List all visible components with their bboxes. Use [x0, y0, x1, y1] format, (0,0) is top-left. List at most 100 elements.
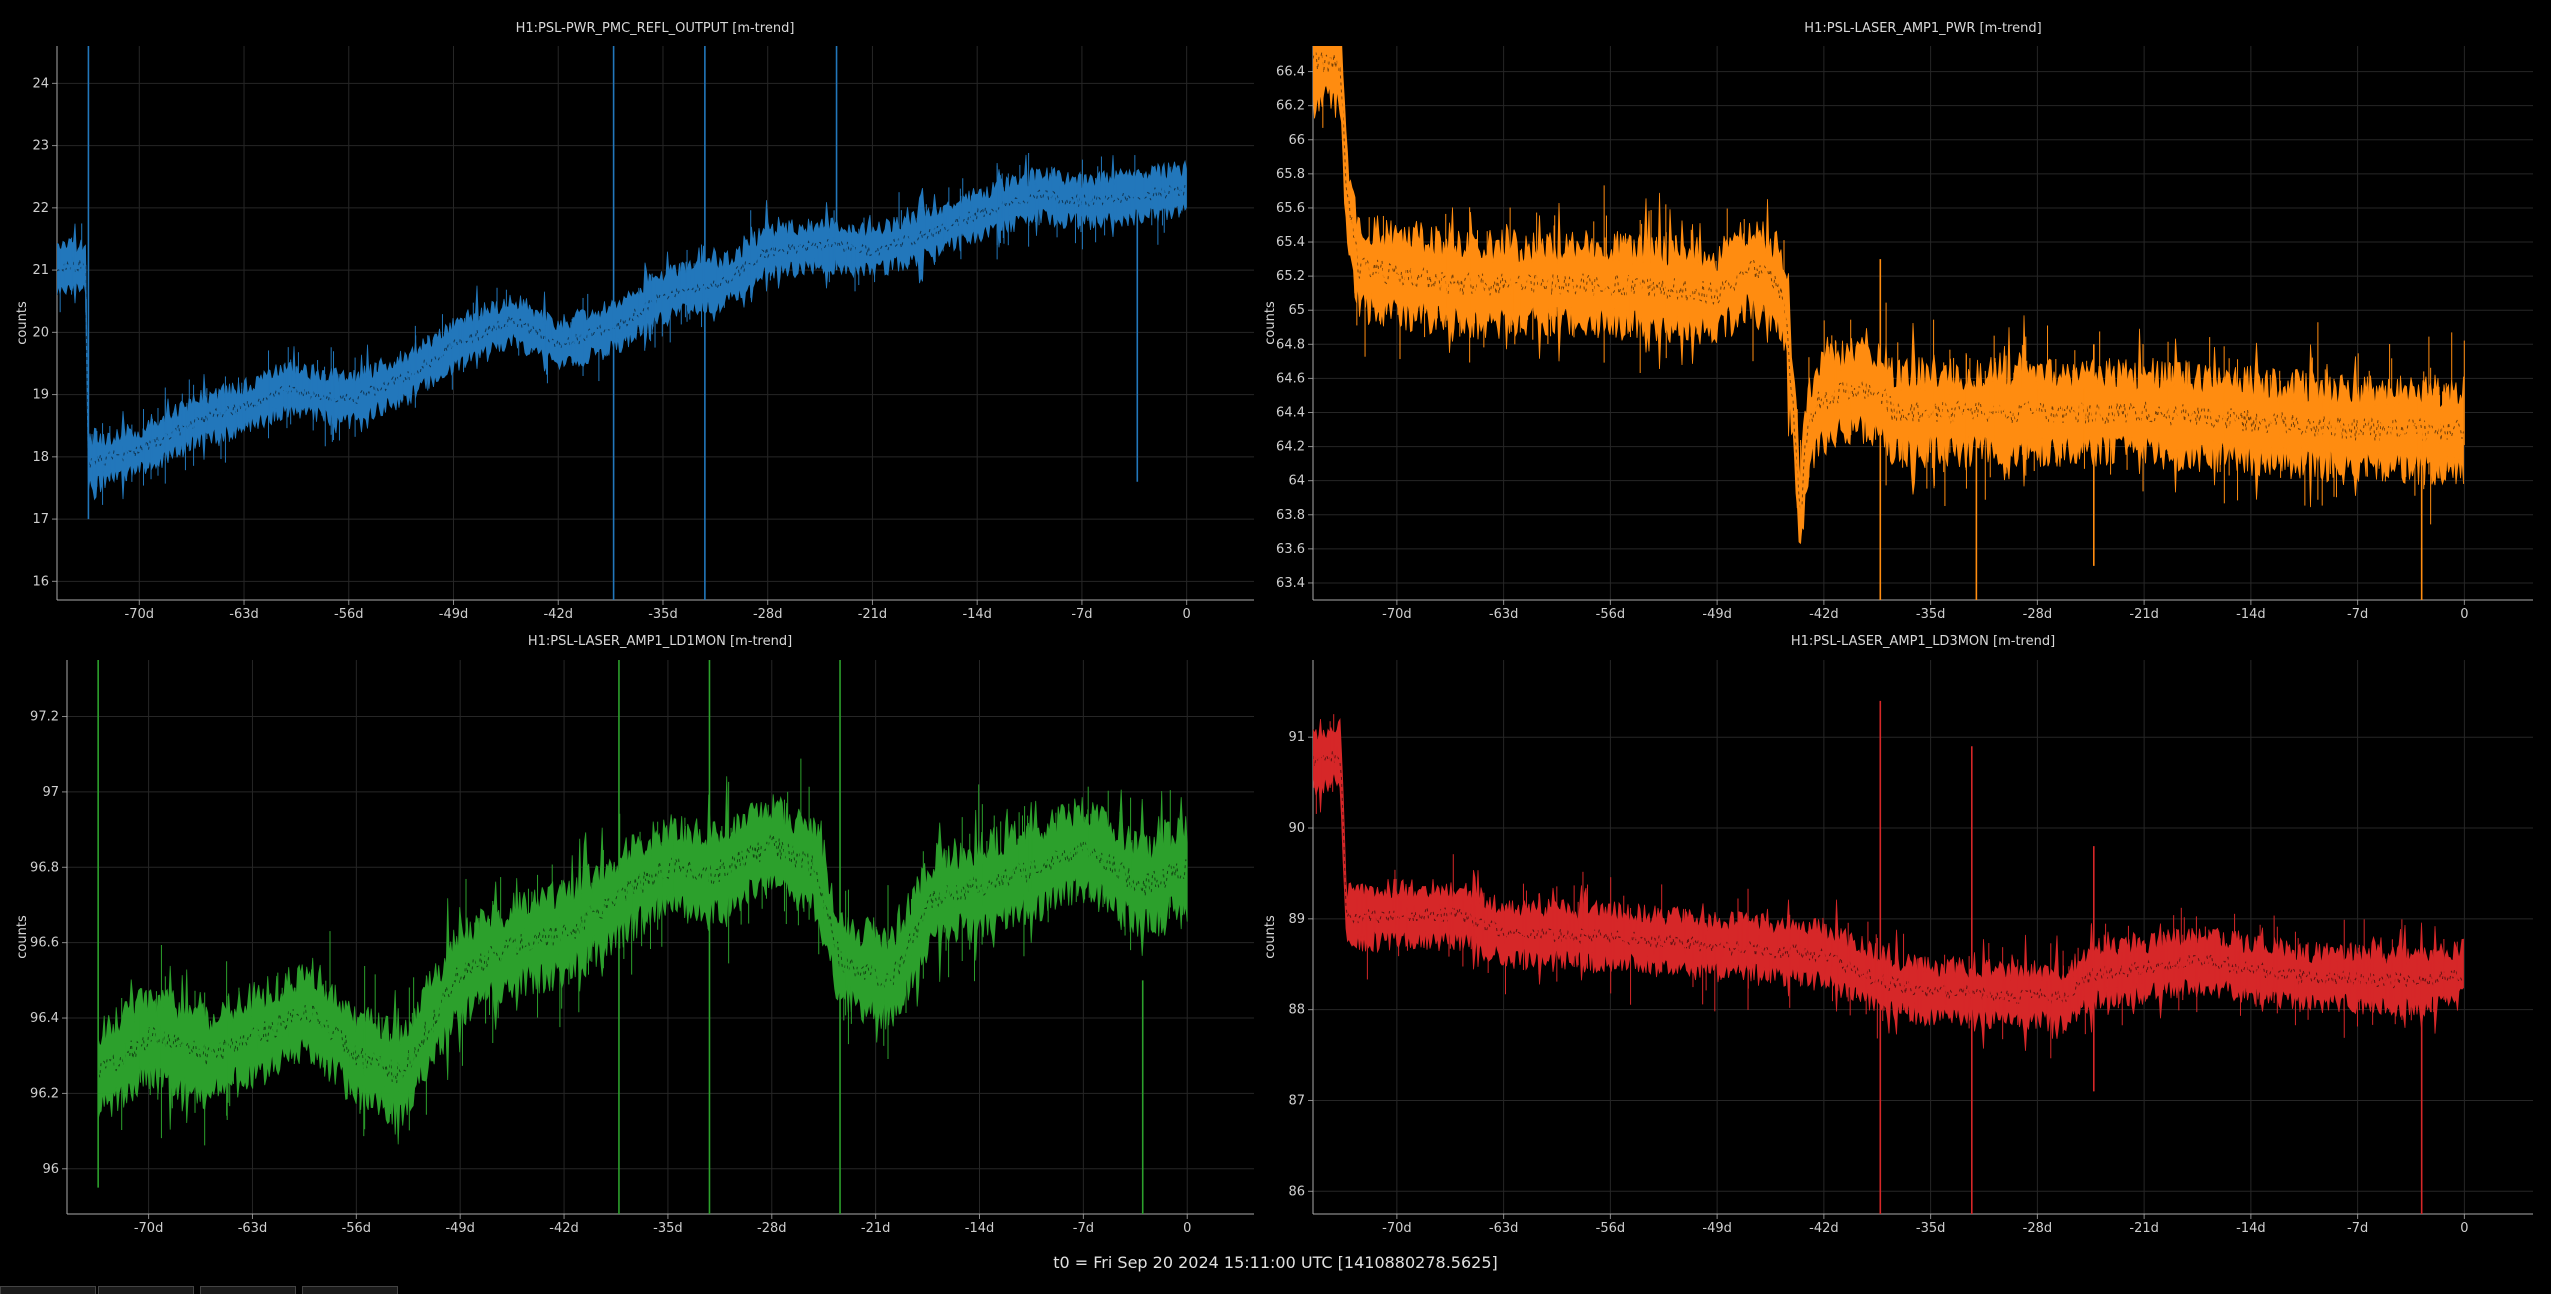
amp1-pwr-ytick-label: 64.4 — [1276, 405, 1305, 420]
amp1-pwr-ytick-label: 65.2 — [1276, 269, 1305, 284]
amp1-pwr-ytick-label: 65.6 — [1276, 201, 1305, 216]
amp1-pwr-xtick-label: -7d — [2347, 607, 2368, 622]
amp1-pwr-xtick-label: -49d — [1702, 607, 1732, 622]
amp1-ld3mon-ylabel: counts — [1263, 915, 1278, 959]
pmc-refl-output-xtick-label: -49d — [439, 607, 469, 622]
amp1-ld1mon-ytick-label: 97 — [42, 785, 59, 800]
amp1-pwr-ytick-label: 63.8 — [1276, 508, 1305, 523]
amp1-pwr-xtick-label: -28d — [2023, 607, 2053, 622]
amp1-pwr-ytick-label: 65 — [1288, 303, 1305, 318]
amp1-ld3mon-xtick-label: -14d — [2236, 1221, 2266, 1236]
amp1-ld1mon-ytick-label: 96 — [42, 1162, 59, 1177]
amp1-ld3mon-xtick-label: -63d — [1489, 1221, 1519, 1236]
amp1-ld1mon-xtick-label: -14d — [965, 1221, 995, 1236]
pmc-refl-output-ytick-label: 20 — [32, 325, 49, 340]
amp1-ld1mon-xtick-label: -70d — [134, 1221, 164, 1236]
pmc-refl-output-xtick-label: -70d — [125, 607, 155, 622]
amp1-ld1mon-xtick-label: -28d — [757, 1221, 787, 1236]
amp1-pwr-ytick-label: 66.2 — [1276, 99, 1305, 114]
amp1-ld3mon-ytick-label: 90 — [1288, 821, 1305, 836]
amp1-pwr-ytick-label: 65.4 — [1276, 235, 1305, 250]
amp1-pwr-title: H1:PSL-LASER_AMP1_PWR [m-trend] — [1804, 21, 2041, 36]
tab-2[interactable] — [98, 1286, 194, 1294]
tab-1[interactable] — [0, 1286, 96, 1294]
amp1-ld3mon-xtick-label: -70d — [1382, 1221, 1412, 1236]
pmc-refl-output-ytick-label: 21 — [32, 263, 49, 278]
pmc-refl-output-xtick-label: -63d — [229, 607, 259, 622]
pmc-refl-output-xtick-label: -7d — [1071, 607, 1092, 622]
pmc-refl-output-xtick-label: -56d — [334, 607, 364, 622]
amp1-ld3mon-xtick-label: -42d — [1809, 1221, 1839, 1236]
amp1-pwr-ytick-label: 64.8 — [1276, 337, 1305, 352]
amp1-ld3mon-ytick-label: 86 — [1288, 1184, 1305, 1199]
amp1-pwr-series — [1313, 46, 2465, 600]
amp1-ld3mon-panel: H1:PSL-LASER_AMP1_LD3MON [m-trend] counts… — [1263, 634, 2533, 1236]
bottom-tab-bar — [0, 1286, 2551, 1294]
amp1-pwr-xtick-label: -14d — [2236, 607, 2266, 622]
amp1-ld1mon-xtick-label: -42d — [549, 1221, 579, 1236]
pmc-refl-output-ytick-label: 16 — [32, 574, 49, 589]
amp1-pwr-xtick-label: -42d — [1809, 607, 1839, 622]
amp1-ld1mon-ytick-label: 96.2 — [30, 1086, 59, 1101]
amp1-pwr-ytick-label: 66.4 — [1276, 65, 1305, 80]
pmc-refl-output-ytick-label: 23 — [32, 139, 49, 154]
amp1-ld1mon-band — [97, 776, 1188, 1145]
amp1-ld1mon-xtick-label: -21d — [861, 1221, 891, 1236]
amp1-pwr-xtick-label: -70d — [1382, 607, 1412, 622]
amp1-ld3mon-xtick-label: -7d — [2347, 1221, 2368, 1236]
amp1-pwr-ytick-label: 64.6 — [1276, 371, 1305, 386]
amp1-ld3mon-xtick-label: -21d — [2129, 1221, 2159, 1236]
amp1-pwr-ytick-label: 63.6 — [1276, 542, 1305, 557]
amp1-ld1mon-xtick-label: -35d — [653, 1221, 683, 1236]
amp1-ld1mon-ytick-label: 96.8 — [30, 860, 59, 875]
time-origin-label: t0 = Fri Sep 20 2024 15:11:00 UTC [14108… — [1053, 1253, 1498, 1272]
amp1-ld3mon-title: H1:PSL-LASER_AMP1_LD3MON [m-trend] — [1791, 634, 2055, 649]
amp1-ld1mon-title: H1:PSL-LASER_AMP1_LD1MON [m-trend] — [528, 634, 792, 649]
amp1-pwr-xtick-label: -56d — [1596, 607, 1626, 622]
amp1-ld1mon-xtick-label: -49d — [445, 1221, 475, 1236]
pmc-refl-output-panel: H1:PSL-PWR_PMC_REFL_OUTPUT [m-trend] coun… — [15, 21, 1254, 622]
amp1-ld3mon-xtick-label: -28d — [2023, 1221, 2053, 1236]
amp1-pwr-band — [1313, 46, 2464, 545]
amp1-pwr-ytick-label: 64 — [1288, 474, 1305, 489]
amp1-ld3mon-series — [1313, 700, 2464, 1214]
amp1-pwr-xtick-label: -63d — [1489, 607, 1519, 622]
amp1-ld1mon-ytick-label: 96.4 — [30, 1011, 59, 1026]
amp1-ld1mon-xtick-label: -63d — [238, 1221, 268, 1236]
pmc-refl-output-series — [57, 46, 1187, 600]
amp1-ld1mon-panel: H1:PSL-LASER_AMP1_LD1MON [m-trend] counts… — [15, 634, 1254, 1236]
amp1-ld1mon-ytick-label: 97.2 — [30, 710, 59, 725]
pmc-refl-output-xtick-label: -28d — [753, 607, 783, 622]
amp1-ld1mon-ylabel: counts — [15, 915, 30, 959]
amp1-pwr-ytick-label: 64.2 — [1276, 440, 1305, 455]
amp1-pwr-xtick-label: 0 — [2460, 607, 2468, 622]
pmc-refl-output-xtick-label: -21d — [858, 607, 888, 622]
tab-3[interactable] — [200, 1286, 296, 1294]
amp1-pwr-ytick-label: 63.4 — [1276, 576, 1305, 591]
amp1-ld3mon-xtick-label: 0 — [2460, 1221, 2468, 1236]
amp1-pwr-ytick-label: 65.8 — [1276, 167, 1305, 182]
pmc-refl-output-ytick-label: 18 — [32, 450, 49, 465]
amp1-ld3mon-xtick-label: -49d — [1702, 1221, 1732, 1236]
pmc-refl-output-xtick-label: 0 — [1183, 607, 1191, 622]
amp1-pwr-ylabel: counts — [1263, 301, 1278, 345]
pmc-refl-output-ytick-label: 24 — [32, 76, 49, 91]
amp1-ld1mon-series — [97, 660, 1188, 1214]
tab-4[interactable] — [302, 1286, 398, 1294]
amp1-ld3mon-ytick-label: 91 — [1288, 730, 1305, 745]
pmc-refl-output-ylabel: counts — [15, 301, 30, 345]
amp1-pwr-ytick-label: 66 — [1288, 133, 1305, 148]
amp1-ld1mon-xtick-label: 0 — [1183, 1221, 1191, 1236]
pmc-refl-output-ytick-label: 19 — [32, 388, 49, 403]
amp1-ld3mon-xtick-label: -56d — [1596, 1221, 1626, 1236]
amp1-pwr-xtick-label: -35d — [1916, 607, 1946, 622]
amp1-ld1mon-xtick-label: -7d — [1073, 1221, 1094, 1236]
pmc-refl-output-ytick-label: 17 — [32, 512, 49, 527]
amp1-pwr-xtick-label: -21d — [2129, 607, 2159, 622]
plot-grid: H1:PSL-PWR_PMC_REFL_OUTPUT [m-trend] coun… — [15, 21, 2533, 1236]
amp1-ld1mon-inner-trace — [97, 834, 1188, 1084]
pmc-refl-output-xtick-label: -14d — [962, 607, 992, 622]
amp1-ld3mon-band — [1313, 718, 2464, 1051]
pmc-refl-output-ytick-label: 22 — [32, 201, 49, 216]
amp1-ld3mon-xtick-label: -35d — [1916, 1221, 1946, 1236]
